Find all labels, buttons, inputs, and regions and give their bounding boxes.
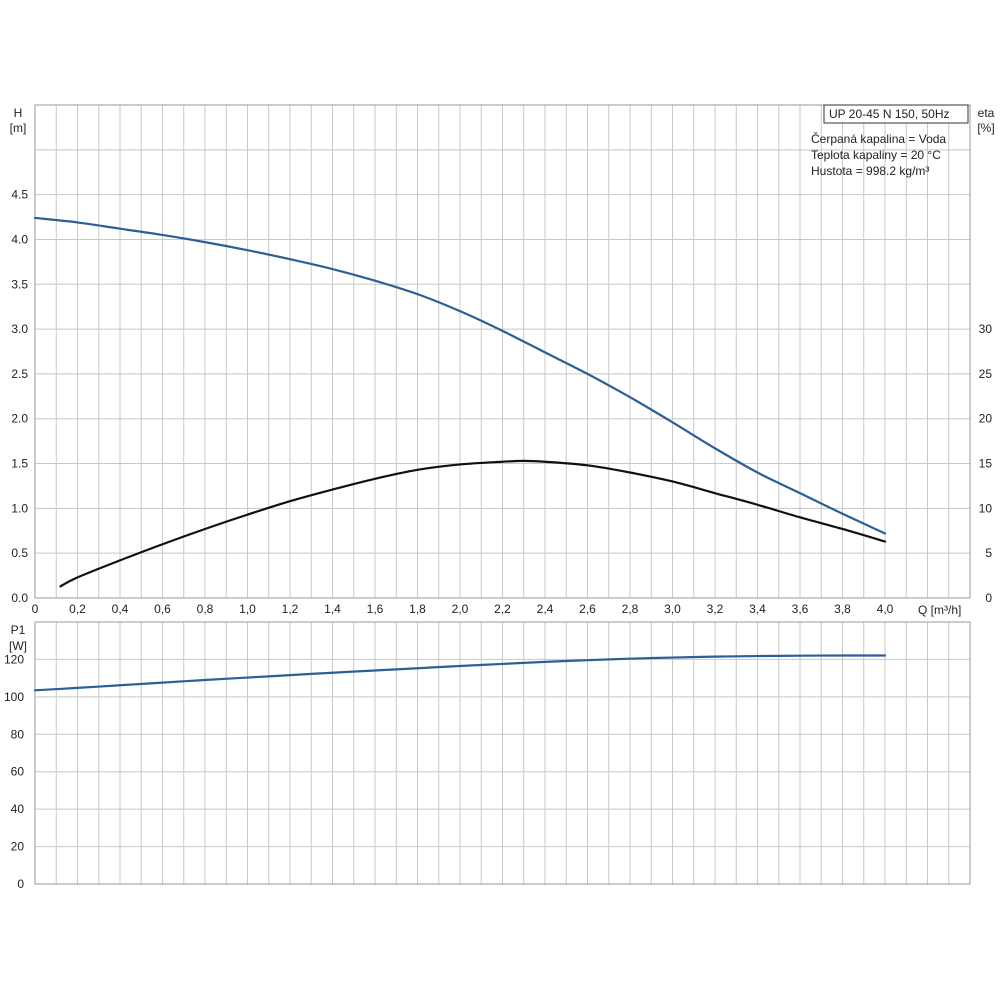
legend-line-1: Čerpaná kapalina = Voda [811,131,946,146]
x-tick-label: 0,8 [197,602,214,616]
y-left-tick-label: 1.5 [11,457,28,471]
x-tick-label: 1,8 [409,602,426,616]
y-left-tick-label: 2.0 [11,412,28,426]
power-tick-label: 60 [11,765,25,779]
x-tick-label: 1,2 [282,602,299,616]
x-tick-label: 1,6 [367,602,384,616]
x-tick-label: 2,2 [494,602,511,616]
head-curve [33,216,887,535]
x-axis-ticks: 0 0,2 0,4 0,6 0,8 1,0 1,2 1,4 1,6 1,8 2,0 2,2 2,4 2,6… [32,602,894,616]
power-tick-label: 80 [11,727,25,741]
y-left-tick-label: 0.0 [11,591,28,605]
x-tick-label: 1,0 [239,602,256,616]
x-axis-label: Q [m³/h] [918,603,961,617]
x-tick-label: 2,8 [622,602,639,616]
x-tick-label: 3,2 [707,602,724,616]
legend-title: UP 20-45 N 150, 50Hz [829,107,950,121]
power-curve [33,654,887,692]
right-axis-ticks: 0 5 10 15 20 25 30 [979,322,993,605]
x-tick-label: 3,4 [749,602,766,616]
legend-title-frame [823,104,969,124]
y-axis-left-unit: [m] [10,121,27,135]
y-left-tick-label: 4.0 [11,232,28,246]
legend-line-2: Teplota kapaliny = 20 °C [811,148,941,162]
legend-box: UP 20-45 N 150, 50Hz Čerpaná kapalina = … [811,104,969,178]
left-axis-ticks: 0.0 0.5 1.0 1.5 2.0 2.5 3.0 3.5 4.0 4.5 [11,188,28,605]
y-axis-right-unit: [%] [977,121,994,135]
y-right-tick-label: 15 [979,457,993,471]
efficiency-curve [59,459,887,588]
y-left-tick-label: 3.0 [11,322,28,336]
power-axis-name: P1 [11,623,26,637]
x-tick-label: 0 [32,602,39,616]
y-left-tick-label: 3.5 [11,277,28,291]
y-right-tick-label: 0 [985,591,992,605]
x-tick-label: 3,8 [834,602,851,616]
bottom-plot-frame [34,621,971,885]
y-right-tick-label: 10 [979,501,993,515]
y-right-tick-label: 25 [979,367,993,381]
y-left-tick-label: 2.5 [11,367,28,381]
legend-line-3: Hustota = 998.2 kg/m³ [811,164,929,178]
x-tick-label: 4,0 [877,602,894,616]
y-right-tick-label: 20 [979,412,993,426]
y-right-tick-label: 5 [985,546,992,560]
power-axis-unit: [W] [9,639,27,653]
power-tick-label: 0 [17,877,24,891]
x-tick-label: 0,2 [69,602,86,616]
y-axis-right-name: eta [978,106,995,120]
x-tick-label: 2,6 [579,602,596,616]
x-tick-label: 2,4 [537,602,554,616]
y-left-tick-label: 0.5 [11,546,28,560]
power-tick-label: 40 [11,802,25,816]
x-tick-label: 2,0 [452,602,469,616]
y-left-tick-label: 1.0 [11,501,28,515]
x-tick-label: 0,6 [154,602,171,616]
top-plot-grid [35,105,970,598]
power-axis-ticks: 0 20 40 60 80 100 120 [4,652,24,891]
y-right-tick-label: 30 [979,322,993,336]
power-tick-label: 100 [4,690,24,704]
y-axis-left-name: H [14,106,23,120]
y-left-tick-label: 4.5 [11,188,28,202]
power-tick-label: 120 [4,652,24,666]
x-tick-label: 0,4 [112,602,129,616]
top-plot-frame [34,104,971,599]
power-tick-label: 20 [11,840,25,854]
bottom-plot-grid [35,622,970,884]
x-tick-label: 3,6 [792,602,809,616]
x-tick-label: 3,0 [664,602,681,616]
x-tick-label: 1,4 [324,602,341,616]
